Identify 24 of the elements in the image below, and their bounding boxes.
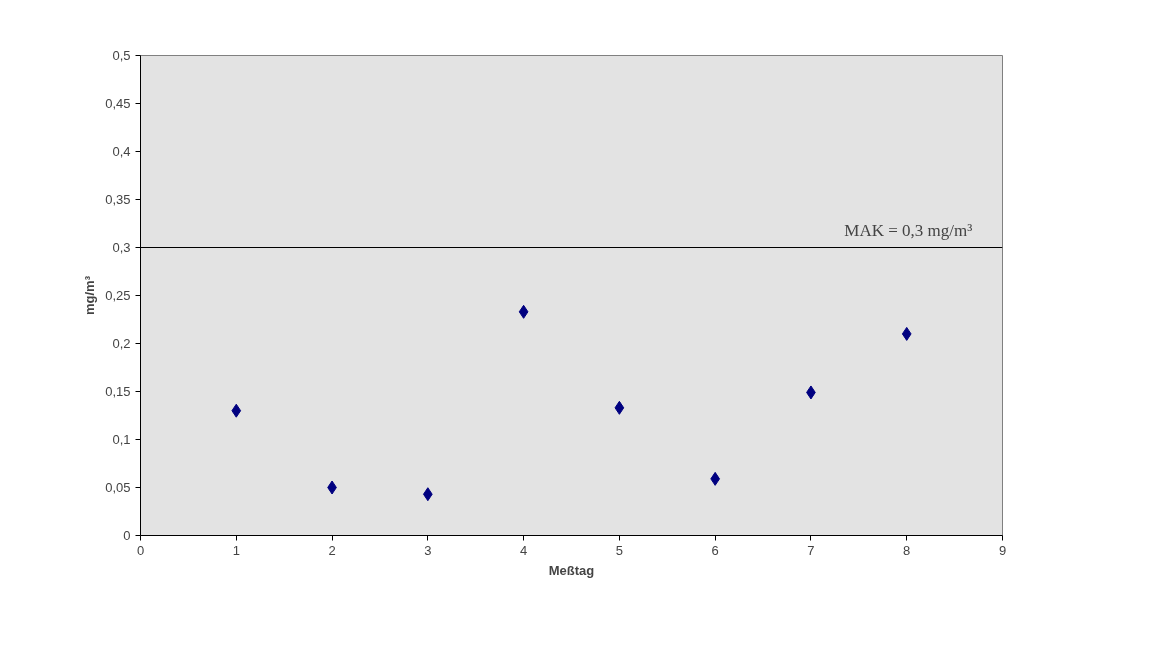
x-tick-label: 0 [136,542,145,558]
x-tick-label: 4 [520,542,528,558]
y-tick-label: 0,35 [105,192,131,207]
ref-line-label: MAK = 0,3 mg/m³ [844,220,973,240]
x-tick-label: 9 [998,542,1007,558]
y-tick-label: 0,5 [112,48,131,63]
x-tick-label: 2 [328,542,336,558]
x-tick-label: 8 [903,542,911,558]
y-tick-label: 0,25 [105,288,131,303]
x-tick-label: 6 [711,542,719,558]
y-tick-label: 0,2 [112,336,131,351]
y-tick-label: 0,4 [112,144,131,159]
y-tick-label: 0,1 [112,432,131,447]
x-tick-label: 3 [424,542,432,558]
y-tick-label: 0 [123,528,131,543]
x-tick-label: 1 [232,542,240,558]
y-tick-label: 0,3 [112,240,131,255]
x-axis-title: Meßtag [548,562,595,578]
x-tick-label: 7 [807,542,815,558]
y-tick-label: 0,05 [105,480,131,495]
x-tick-label: 5 [615,542,624,558]
y-tick-label: 0,45 [105,96,131,111]
y-axis-title: mg/m³ [82,275,98,315]
y-tick-label: 0,15 [105,384,131,399]
